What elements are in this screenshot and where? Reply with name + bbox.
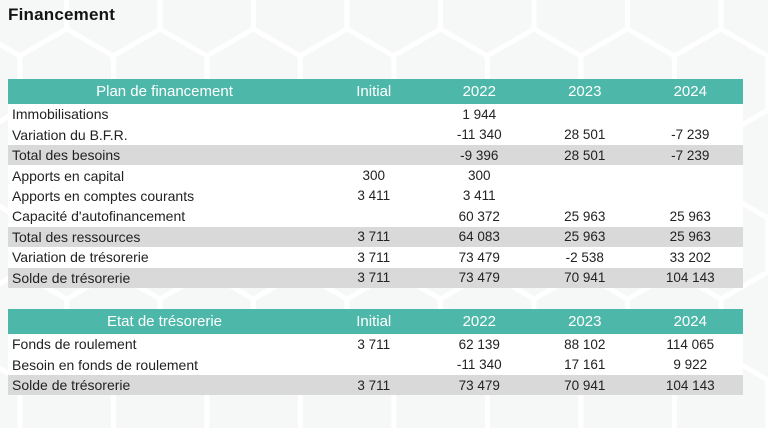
cell-value: -7 239: [671, 127, 710, 143]
cell-value: 25 963: [564, 229, 606, 245]
row-label: Variation de trésorerie: [12, 249, 149, 266]
table-row: Solde de trésorerie 3 711 73 479 70 941 104 …: [8, 374, 743, 396]
column-header-2022: 2022: [462, 313, 496, 330]
row-label: Immobilisations: [12, 106, 109, 123]
cell-value: 60 372: [458, 208, 500, 224]
table-row: Total des besoins -9 396 28 501 -7 239: [8, 144, 743, 166]
cell-value: 62 139: [458, 336, 500, 352]
cell-value: -7 239: [671, 147, 710, 163]
cell-value: 3 411: [462, 188, 496, 204]
cell-value: -9 396: [460, 147, 499, 163]
row-label: Besoin en fonds de roulement: [12, 356, 199, 373]
table-header: Plan de financement Initial 2022 2023 20…: [8, 79, 743, 104]
table-row: Immobilisations 1 944: [8, 104, 743, 125]
cell-value: 25 963: [669, 208, 711, 224]
column-header-2023: 2023: [568, 83, 602, 100]
row-label: Variation du B.F.R.: [12, 126, 128, 143]
cell-value: 70 941: [564, 377, 606, 393]
cell-value: 28 501: [564, 127, 606, 143]
table-title: Etat de trésorerie: [106, 313, 223, 330]
row-label: Solde de trésorerie: [12, 269, 131, 286]
row-label: Solde de trésorerie: [12, 377, 131, 394]
table-row: Besoin en fonds de roulement -11 340 17 16…: [8, 354, 743, 375]
cell-value: 3 711: [357, 249, 391, 265]
table-body: Fonds de roulement 3 711 62 139 88 102 114 0…: [8, 334, 743, 396]
column-header-2024: 2024: [673, 313, 707, 330]
cell-value: 3 711: [357, 229, 391, 245]
treasury-state-table: Etat de trésorerie Initial 2022 2023 202…: [8, 309, 743, 396]
table-header: Etat de trésorerie Initial 2022 2023 202…: [8, 309, 743, 334]
cell-value: 70 941: [564, 270, 606, 286]
column-header-2023: 2023: [568, 313, 602, 330]
cell-value: 73 479: [458, 249, 500, 265]
cell-value: 25 963: [564, 208, 606, 224]
cell-value: 33 202: [669, 249, 711, 265]
cell-value: 3 711: [357, 270, 391, 286]
row-label: Fonds de roulement: [12, 336, 137, 353]
cell-value: -11 340: [456, 357, 502, 373]
table-row: Total des ressources 3 711 64 083 25 963 25 …: [8, 226, 743, 248]
table-row: Variation de trésorerie 3 711 73 479 -2 538…: [8, 247, 743, 268]
cell-value: 73 479: [458, 270, 500, 286]
cell-value: 88 102: [564, 336, 606, 352]
table-title: Plan de financement: [96, 83, 233, 100]
cell-value: 114 065: [666, 336, 715, 352]
column-header-initial: Initial: [356, 313, 392, 330]
column-header-initial: Initial: [356, 83, 392, 100]
table-body: Immobilisations 1 944 Variation du B.F.R. -…: [8, 104, 743, 288]
cell-value: 300: [362, 168, 386, 184]
table-row: Fonds de roulement 3 711 62 139 88 102 114 0…: [8, 334, 743, 355]
cell-value: 104 143: [665, 377, 715, 393]
cell-value: 3 711: [357, 336, 391, 352]
table-row: Apports en capital 300 300: [8, 165, 743, 186]
cell-value: 1 944: [462, 106, 497, 122]
row-label: Apports en capital: [12, 167, 125, 184]
cell-value: 104 143: [665, 270, 715, 286]
row-label: Apports en comptes courants: [12, 187, 195, 204]
cell-value: -11 340: [456, 127, 502, 143]
cell-value: 73 479: [458, 377, 500, 393]
column-header-2022: 2022: [462, 83, 496, 100]
cell-value: 28 501: [564, 147, 606, 163]
column-header-2024: 2024: [673, 83, 707, 100]
table-row: Capacité d'autofinancement 60 372 25 963 25…: [8, 206, 743, 227]
cell-value: 300: [467, 168, 491, 184]
row-label: Capacité d'autofinancement: [12, 208, 186, 225]
cell-value: 64 083: [458, 229, 500, 245]
cell-value: 9 922: [673, 357, 708, 373]
cell-value: 25 963: [669, 229, 711, 245]
cell-value: 3 411: [357, 188, 391, 204]
page-title: Financement: [8, 5, 116, 24]
cell-value: 17 161: [564, 357, 606, 373]
table-row: Variation du B.F.R. -11 340 28 501 -7 239: [8, 124, 743, 145]
table-row: Solde de trésorerie 3 711 73 479 70 941 104 …: [8, 267, 743, 288]
row-label: Total des besoins: [12, 147, 121, 164]
cell-value: -2 538: [565, 249, 604, 265]
financing-plan-table: Plan de financement Initial 2022 2023 20…: [8, 79, 743, 288]
cell-value: 3 711: [357, 377, 391, 393]
row-label: Total des ressources: [12, 228, 141, 245]
table-row: Apports en comptes courants 3 411 3 411: [8, 185, 743, 207]
